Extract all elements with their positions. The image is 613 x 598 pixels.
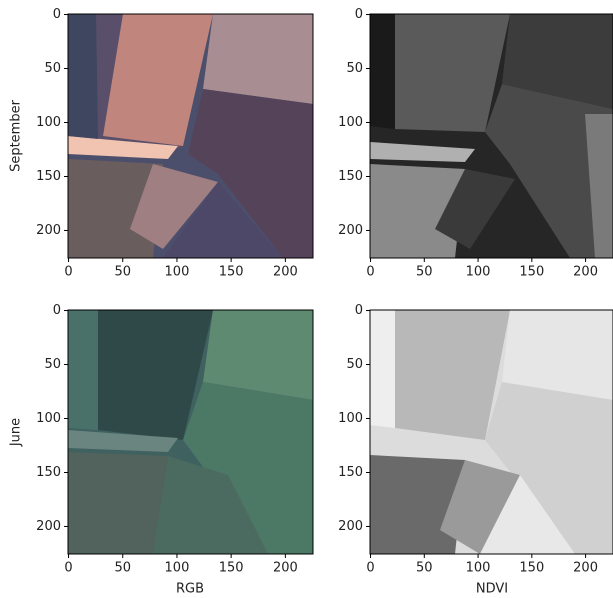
y-tick-label: 150 — [36, 465, 61, 480]
x-tick-label: 100 — [165, 265, 190, 280]
y-tick-label: 0 — [53, 7, 61, 22]
x-tick-label: 50 — [416, 561, 433, 576]
x-tick-label: 50 — [416, 265, 433, 280]
x-tick-label: 50 — [114, 265, 131, 280]
y-tick-label: 50 — [346, 61, 363, 76]
y-tick-label: 200 — [36, 223, 61, 238]
x-tick-label: 200 — [273, 561, 298, 576]
y-tick-label: 0 — [355, 303, 363, 318]
y-tick-label: 150 — [338, 169, 363, 184]
x-tick-label: 150 — [519, 265, 544, 280]
y-tick-label: 200 — [338, 223, 363, 238]
x-tick-label: 150 — [519, 561, 544, 576]
y-tick-label: 150 — [338, 465, 363, 480]
x-tick-label: 100 — [466, 561, 491, 576]
y-tick-label: 150 — [36, 169, 61, 184]
y-tick-label: 200 — [338, 519, 363, 534]
image-rgb-june — [68, 310, 313, 554]
x-tick-label: 0 — [366, 265, 374, 280]
x-tick-label: 0 — [64, 561, 72, 576]
image-rgb-september — [68, 14, 313, 258]
x-tick-label: 200 — [273, 265, 298, 280]
x-axis-label: NDVI — [476, 582, 508, 597]
image-ndvi-september — [370, 14, 613, 258]
x-tick-label: 100 — [466, 265, 491, 280]
y-tick-label: 100 — [338, 411, 363, 426]
y-tick-label: 0 — [355, 7, 363, 22]
x-tick-label: 100 — [165, 561, 190, 576]
x-tick-label: 0 — [64, 265, 72, 280]
x-tick-label: 0 — [366, 561, 374, 576]
y-tick-label: 0 — [53, 303, 61, 318]
y-tick-label: 100 — [338, 115, 363, 130]
x-tick-label: 200 — [573, 561, 598, 576]
y-axis-label: June — [9, 418, 24, 447]
y-tick-label: 50 — [346, 357, 363, 372]
x-axis-label: RGB — [176, 582, 204, 597]
x-tick-label: 150 — [219, 561, 244, 576]
y-tick-label: 50 — [44, 357, 61, 372]
y-axis-label: September — [9, 99, 24, 172]
figure: 0 50 100 150 200 0 50 100 150 200 September 0 50 100 1… — [0, 0, 613, 598]
image-ndvi-june — [370, 310, 613, 554]
x-tick-label: 50 — [114, 561, 131, 576]
y-tick-label: 100 — [36, 411, 61, 426]
y-tick-label: 100 — [36, 115, 61, 130]
x-tick-label: 150 — [219, 265, 244, 280]
x-tick-label: 200 — [573, 265, 598, 280]
y-tick-label: 200 — [36, 519, 61, 534]
y-tick-label: 50 — [44, 61, 61, 76]
